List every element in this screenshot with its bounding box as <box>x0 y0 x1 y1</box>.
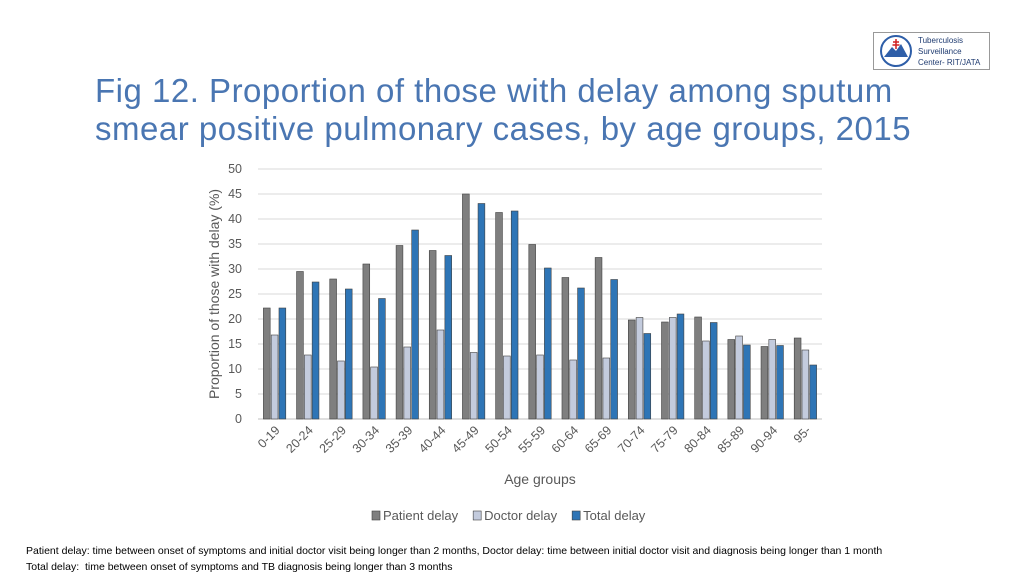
bar <box>661 321 669 420</box>
bar <box>801 349 810 420</box>
bar <box>702 340 710 420</box>
legend-label: Doctor delay <box>484 508 557 523</box>
bar <box>378 298 386 420</box>
bar <box>495 212 503 420</box>
bar <box>694 316 702 420</box>
bar <box>469 352 478 420</box>
bar <box>768 339 776 420</box>
y-tick-label: 15 <box>228 337 242 351</box>
bar <box>304 354 312 420</box>
y-axis-title: Proportion of those with delay (%) <box>206 189 222 399</box>
bar <box>528 244 536 420</box>
logo-line: Center- RIT/JATA <box>918 58 981 67</box>
x-tick-label: 60-64 <box>549 423 582 456</box>
footnote: Total delay: time between onset of sympt… <box>26 561 453 573</box>
logo-icon <box>880 35 912 67</box>
bar <box>370 366 378 420</box>
bar <box>577 287 585 420</box>
legend-swatch <box>472 510 482 521</box>
bar <box>594 257 603 420</box>
bar <box>436 329 445 420</box>
bar <box>411 229 419 420</box>
bar <box>809 364 817 420</box>
bar <box>278 307 287 420</box>
legend-swatch <box>571 510 581 521</box>
bar <box>270 334 279 420</box>
bar <box>444 255 452 420</box>
y-tick-label: 0 <box>235 412 242 426</box>
bar <box>428 250 437 420</box>
bar <box>602 357 611 420</box>
bar <box>329 278 337 420</box>
bar <box>669 317 677 420</box>
logo-text: Tuberculosis Surveillance Center- RIT/JATA <box>918 35 980 68</box>
bar <box>561 277 570 420</box>
x-tick-label: 45-49 <box>449 423 482 456</box>
bar <box>395 245 404 420</box>
bar <box>793 337 802 420</box>
x-tick-label: 55-59 <box>516 423 549 456</box>
x-tick-label: 80-84 <box>681 423 714 456</box>
bar <box>403 346 411 420</box>
footnote: Patient delay: time between onset of sym… <box>26 545 883 557</box>
bar <box>743 344 751 420</box>
bar <box>503 355 511 420</box>
x-tick-label: 70-74 <box>615 423 648 456</box>
x-tick-label: 20-24 <box>283 423 316 456</box>
x-tick-label: 25-29 <box>317 423 350 456</box>
x-tick-label: 75-79 <box>648 423 681 456</box>
y-tick-label: 10 <box>228 362 242 376</box>
bar <box>536 354 544 420</box>
x-tick-label: 35-39 <box>383 423 416 456</box>
bar <box>263 307 271 420</box>
x-tick-label: 30-34 <box>350 423 383 456</box>
bar <box>544 267 552 420</box>
y-tick-label: 35 <box>228 237 242 251</box>
chart-title: Fig 12. Proportion of those with delay a… <box>95 72 912 147</box>
x-axis-title: Age groups <box>504 471 576 487</box>
bar <box>362 263 371 420</box>
x-tick-label: 95- <box>791 423 814 446</box>
bar <box>628 319 636 420</box>
x-tick-label: 65-69 <box>582 423 615 456</box>
y-tick-label: 30 <box>228 262 242 276</box>
bar <box>635 317 644 420</box>
bar <box>337 360 345 420</box>
logo-line: Surveillance <box>918 47 962 56</box>
x-tick-label: 85-89 <box>715 423 748 456</box>
bar <box>462 193 470 420</box>
logo: Tuberculosis Surveillance Center- RIT/JATA <box>873 32 990 70</box>
bar <box>569 359 577 420</box>
legend-label: Patient delay <box>383 508 459 523</box>
y-tick-label: 20 <box>228 312 242 326</box>
legend-label: Total delay <box>583 508 646 523</box>
bar <box>676 313 685 420</box>
chart: 0 5 10 15 20 25 30 35 40 45 50 Proportion of those … <box>206 162 822 523</box>
bar <box>477 203 486 420</box>
x-tick-label: 50-54 <box>482 423 515 456</box>
bar <box>709 322 718 420</box>
bar <box>735 335 743 420</box>
y-tick-label: 5 <box>235 387 242 401</box>
bar <box>296 271 304 420</box>
y-tick-label: 25 <box>228 287 242 301</box>
bar <box>311 281 320 420</box>
x-tick-label: 90-94 <box>748 423 781 456</box>
y-tick-label: 40 <box>228 212 242 226</box>
bar <box>345 288 353 420</box>
bar <box>643 333 652 420</box>
bar <box>727 339 735 420</box>
bar <box>760 346 769 420</box>
legend-swatch <box>371 510 381 521</box>
logo-line: Tuberculosis <box>918 36 964 45</box>
bar <box>510 210 519 420</box>
bar <box>610 279 618 420</box>
y-tick-label: 50 <box>228 162 242 176</box>
bar <box>776 345 784 420</box>
y-tick-label: 45 <box>228 187 242 201</box>
x-tick-label: 40-44 <box>416 423 449 456</box>
footnotes: Patient delay: time between onset of sym… <box>26 543 882 575</box>
x-tick-label: 0-19 <box>255 423 283 451</box>
